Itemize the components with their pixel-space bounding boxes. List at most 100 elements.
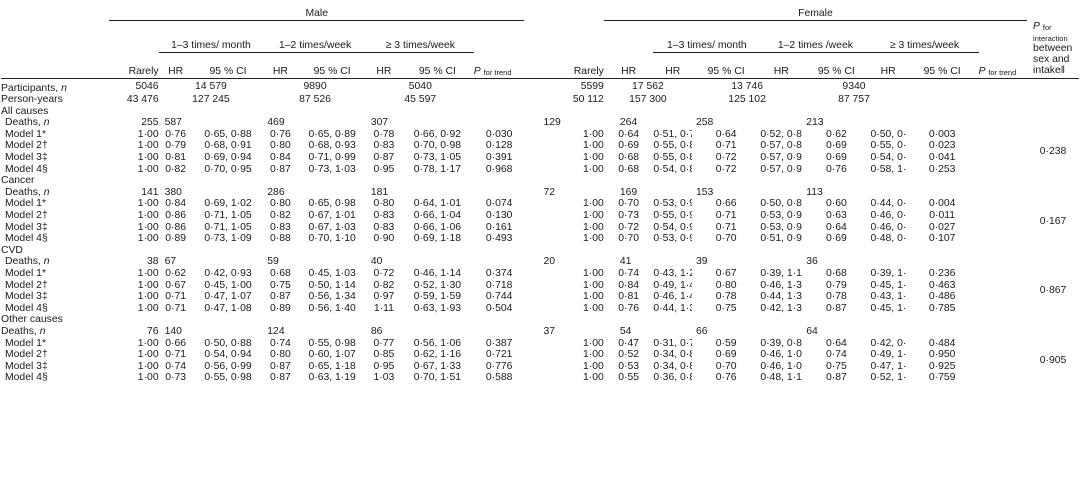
female-hr: 0·72: [715, 163, 737, 175]
female-hr: 0·79: [825, 279, 847, 291]
female-ci: 0·55, 0·96: [653, 210, 692, 222]
female-deaths: 264: [619, 117, 638, 129]
male-ci: 0·63, 1·19: [308, 372, 356, 384]
male-ci: 0·54, 0·94: [204, 349, 252, 361]
male-ci: 0·46, 1·14: [413, 268, 462, 279]
female-p-trend: 0·925: [928, 360, 956, 372]
male-hr: 0·89: [269, 302, 291, 314]
male-hr: 0·71: [165, 302, 187, 314]
female-ci: 0·52, 1·44: [870, 372, 906, 384]
male-p-trend: 0·588: [485, 372, 513, 384]
female-rarely-hr: 1·00: [583, 128, 604, 140]
model-label: Model 1*: [5, 198, 47, 210]
female-ci: 0·42, 1·34: [760, 302, 802, 314]
female-ci: 0·39, 1·17: [760, 268, 802, 279]
male-hr: 1·11: [373, 302, 394, 314]
male-rarely-hr: 1·00: [137, 198, 159, 210]
male-p-trend: 0·718: [485, 279, 513, 291]
female-count: 157 300: [629, 94, 667, 106]
empty-cell: [979, 326, 1028, 338]
model-row: Model 3‡ 1·00 0·86 0·71, 1·05 0·83 0·67, 1·03…: [1, 222, 1079, 234]
empty-cell: [979, 268, 1028, 280]
male-hr: 0·77: [373, 337, 395, 349]
male-hr: 0·86: [165, 210, 187, 222]
male-ci: 0·70, 0·95: [204, 163, 252, 175]
female-p-trend: 0·785: [928, 302, 956, 314]
male-ci: 0·66, 1·06: [413, 221, 462, 233]
male-ci: 0·65, 1·18: [308, 360, 356, 372]
female-deaths: 213: [806, 117, 824, 129]
female-hr: 0·62: [825, 128, 847, 140]
model-row: Model 2† 1·00 0·71 0·54, 0·94 0·80 0·60, 1·07…: [1, 349, 1079, 361]
male-ci: 0·50, 1·14: [308, 279, 356, 291]
male-rarely-count: 43 476: [126, 94, 159, 106]
model-row: Model 3‡ 1·00 0·81 0·69, 0·94 0·84 0·71, 0·99…: [1, 152, 1079, 164]
empty-cell: [979, 349, 1028, 361]
male-ci: 0·56, 1·40: [308, 302, 356, 314]
male-deaths: 67: [164, 256, 177, 268]
male-ci: 0·56, 1·34: [308, 291, 356, 303]
model-label: Model 2†: [5, 279, 48, 291]
female-hr: 0·52: [618, 349, 640, 361]
female-hr-header: HR: [870, 52, 906, 79]
female-rarely-count: 5599: [580, 80, 604, 92]
male-ci: 0·69, 1·18: [413, 233, 462, 245]
male-hr: 0·88: [269, 233, 291, 245]
p-interaction-value: 0·867: [1039, 285, 1067, 297]
female-rarely-hr: 1·00: [583, 372, 604, 384]
male-rarely-header: Rarely: [109, 52, 159, 79]
female-p-trend: 0·011: [929, 210, 956, 222]
male-hr: 0·80: [269, 349, 291, 361]
male-ci: 0·71, 1·05: [204, 221, 252, 233]
female-hr: 0·64: [715, 128, 737, 140]
male-deaths: 124: [267, 325, 285, 337]
model-row: Model 1* 1·00 0·62 0·42, 0·93 0·68 0·45, 1·03…: [1, 268, 1079, 296]
female-deaths: 64: [806, 325, 818, 337]
female-hr: 0·64: [618, 128, 640, 140]
female-deaths: 66: [695, 325, 708, 337]
male-hr: 0·86: [165, 221, 187, 233]
female-rarely-hr: 1·00: [583, 152, 604, 164]
male-ci: 0·45, 1·00: [204, 279, 252, 291]
male-ci: 0·47, 1·08: [204, 302, 252, 314]
male-hr: 0·67: [165, 279, 187, 291]
female-ci: 0·49, 1·44: [653, 279, 692, 291]
female-p-trend: 0·486: [928, 291, 956, 303]
male-ci-header: 95 % CI: [297, 52, 367, 79]
female-rarely-hr: 1·00: [583, 198, 604, 210]
female-hr: 0·72: [715, 152, 737, 164]
model-row: Model 1* 1·00 0·76 0·65, 0·88 0·76 0·65, 0·89…: [1, 128, 1079, 157]
male-deaths: 140: [164, 325, 182, 337]
model-label: Model 3‡: [5, 221, 48, 233]
model-label: Model 1*: [5, 128, 47, 140]
male-hr: 0·87: [269, 291, 291, 303]
section-title-row: All causes: [1, 106, 1079, 118]
female-rarely-deaths: 37: [543, 325, 556, 337]
empty-cell: [979, 94, 1028, 106]
empty-cell: [979, 233, 1028, 245]
empty-cell: [979, 129, 1028, 141]
empty-cell: [979, 152, 1028, 164]
female-deaths: 113: [806, 186, 823, 198]
empty-cell: [979, 303, 1028, 315]
female-hr: 0·87: [825, 372, 847, 384]
female-hr: 0·69: [825, 233, 847, 245]
female-rarely-hr: 1·00: [583, 233, 604, 245]
male-deaths: 86: [370, 325, 383, 337]
deaths-label: Deaths, n: [5, 117, 50, 129]
female-rarely-deaths: 20: [543, 256, 556, 268]
empty-cell: [906, 78, 979, 94]
empty-cell: [474, 117, 525, 129]
deaths-label: Deaths, n: [5, 256, 50, 268]
female-ci: 0·53, 0·96: [760, 221, 802, 233]
male-hr: 0·84: [269, 152, 291, 164]
empty-cell: [979, 222, 1028, 234]
female-hr: 0·67: [715, 268, 737, 279]
model-row: Model 2† 1·00 0·79 0·68, 0·91 0·80 0·68, 0·93…: [1, 140, 1079, 152]
female-1-3-month-header: 1–3 times/ month: [653, 20, 761, 54]
female-rarely-count: 50 112: [572, 94, 604, 106]
female-ci: 0·42, 0·97: [870, 337, 906, 349]
model-row: Model 2† 1·00 0·67 0·45, 1·00 0·75 0·50, 1·14…: [1, 280, 1079, 292]
male-ci: 0·65, 0·88: [204, 128, 252, 140]
female-rarely-header: Rarely: [524, 52, 604, 79]
